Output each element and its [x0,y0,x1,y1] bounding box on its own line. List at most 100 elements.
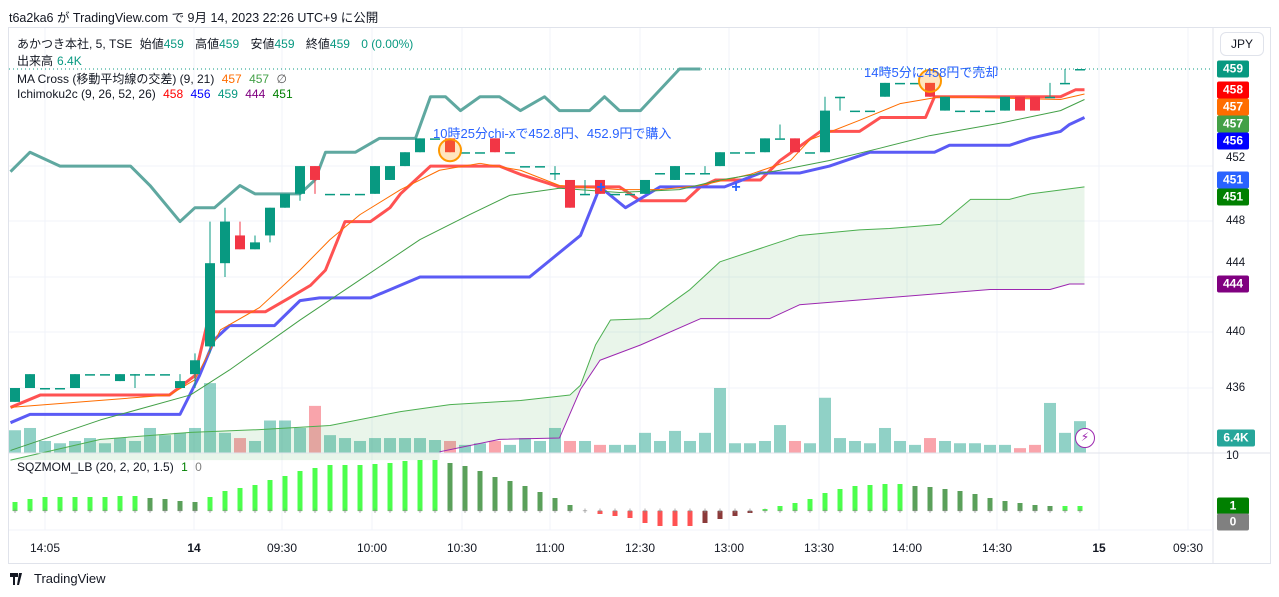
time-label: 13:00 [713,541,745,555]
squeeze-dot: + [177,506,182,516]
momentum-bar [762,509,768,511]
low-value: 459 [274,37,295,51]
price-label: 448 [1226,215,1246,227]
time-label: 13:30 [803,541,835,555]
open-value: 459 [163,37,184,51]
momentum-bar [42,497,48,511]
squeeze-dot: + [957,506,962,516]
squeeze-dot: + [537,506,542,516]
candle-body [1015,96,1025,111]
tradingview-logo[interactable]: TradingView [10,571,106,586]
volume-bar [384,438,396,453]
squeeze-dot: + [1047,506,1052,516]
squeeze-dot: + [687,506,692,516]
price-tag: 456 [1217,132,1249,150]
momentum-bar [132,496,138,511]
price-label: 436 [1226,382,1246,394]
candle-body [115,374,125,382]
volume-bar [39,440,51,453]
momentum-bar [72,497,78,511]
momentum-bar [1017,503,1023,511]
volume-bar [999,444,1011,453]
candle-body [640,179,650,194]
volume-bar [114,438,126,453]
lightning-icon[interactable]: ⚡ [1075,428,1095,448]
volume-bar [609,444,621,453]
squeeze-dot: + [582,506,587,516]
candle-body [310,166,320,180]
momentum-bar [507,481,513,511]
candle-body [940,96,950,111]
volume-bar [879,427,891,453]
squeeze-dot: + [327,506,332,516]
squeeze-dot: + [417,506,422,516]
candle-body [910,82,920,85]
momentum-bar [1047,506,1053,511]
legend-sqzmom[interactable]: SQZMOM_LB (20, 2, 20, 1.5) 1 0 [17,460,202,474]
legend-ma-cross[interactable]: MA Cross (移動平均線の交差) (9, 21) 457 457 ∅ [17,72,287,86]
price-tag: 451 [1217,171,1249,189]
momentum-bar [717,511,723,519]
squeeze-dot: + [57,506,62,516]
candle-body [430,138,440,140]
momentum-bar [852,486,858,511]
candle-body [460,152,470,154]
candle-body [40,388,50,390]
candle-body [1045,96,1055,99]
currency-button[interactable]: JPY [1220,32,1264,56]
volume-bar [744,443,756,453]
trade-marker-circle [918,68,942,93]
squeeze-dot: + [252,506,257,516]
squeeze-dot: + [267,506,272,516]
volume-bar [939,440,951,453]
momentum-bar [357,465,363,511]
brand-name: TradingView [34,571,106,586]
volume-bar [639,432,651,453]
volume-bar [474,443,486,453]
volume-bar [309,405,321,453]
volume-bar [294,427,306,453]
candle-body [520,166,530,168]
candle-body [805,152,815,154]
candle-body [220,221,230,264]
squeeze-dot: + [702,506,707,516]
momentum-bar [117,496,123,511]
momentum-bar [927,487,933,511]
squeeze-dot: + [117,506,122,516]
squeeze-dot: + [642,506,647,516]
candle-body [565,179,575,208]
candle-body [445,138,455,153]
volume-bar [234,438,246,453]
candle-body [355,193,365,196]
candle-body [385,166,395,180]
price-tag: 457 [1217,115,1249,133]
momentum-bar [957,491,963,511]
squeeze-dot: + [462,506,467,516]
candle-body [760,138,770,153]
price-tag: 451 [1217,188,1249,206]
momentum-bar [987,498,993,511]
candle-body [160,374,170,376]
legend-ichimoku[interactable]: Ichimoku2c (9, 26, 52, 26) 458 456 459 4… [17,87,293,101]
momentum-bar [867,485,873,511]
candle-body [25,374,35,389]
candle-body [580,193,590,196]
ma9-line [10,93,1085,408]
volume-bars [9,383,1086,453]
candle-body [895,82,905,85]
time-label: 14:05 [29,541,61,555]
squeeze-dot: + [897,506,902,516]
ichimoku-cloud [10,186,1085,461]
volume-bar [864,443,876,453]
squeeze-dot: + [912,506,917,516]
volume-bar [699,432,711,453]
volume-bar [1014,448,1026,453]
volume-bar [984,444,996,453]
volume-bar [579,440,591,453]
squeeze-dot: + [222,506,227,516]
tradingview-logo-icon [10,572,23,585]
candle-body [295,166,305,194]
candle-body [1000,96,1010,111]
candle-body [790,138,800,153]
